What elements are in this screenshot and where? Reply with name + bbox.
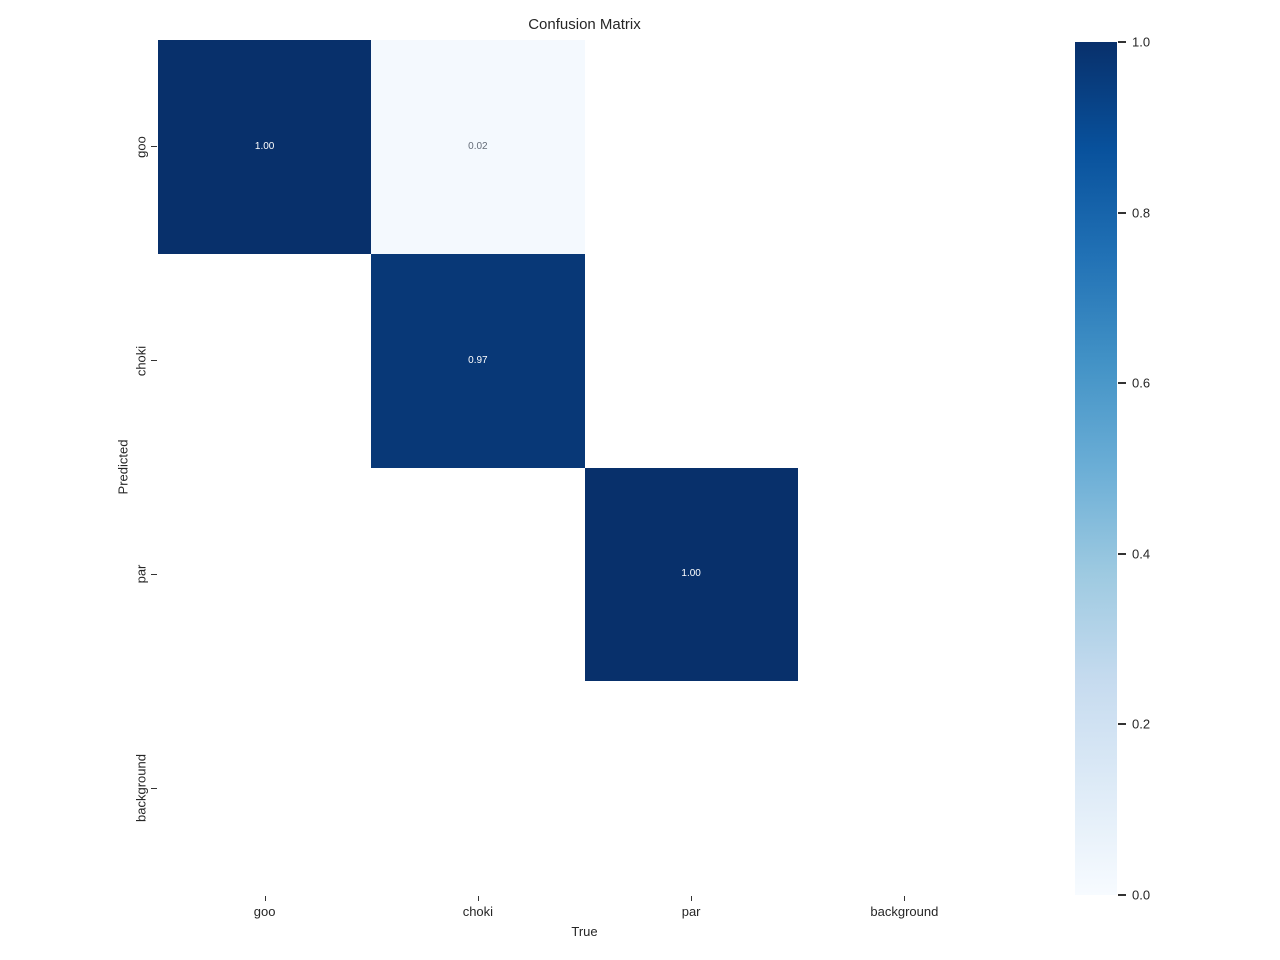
- x-tick-label-background: background: [870, 904, 939, 919]
- x-tick-label-par: par: [681, 904, 701, 919]
- heatmap-cell-choki-choki: 0.97: [371, 253, 585, 468]
- cell-annotation: 0.97: [468, 354, 488, 366]
- x-tick-mark: [691, 896, 693, 901]
- y-tick-mark: [151, 787, 157, 789]
- colorbar-tick-mark: [1118, 211, 1126, 214]
- colorbar-ticks: 1.0 0.8 0.6 0.4 0.2 0.0: [1117, 35, 1187, 903]
- colorbar-tick-mark: [1118, 723, 1126, 726]
- y-tick-mark: [151, 146, 157, 148]
- y-tick-label-background: background: [133, 754, 149, 823]
- y-axis-ticks: goo choki par background: [0, 40, 158, 895]
- y-axis-label: Predicted: [115, 439, 131, 495]
- heatmap-cell-background-background: [797, 681, 1011, 895]
- heatmap-cell-goo-goo: 1.00: [158, 40, 372, 254]
- heatmap-cell-choki-par: [584, 253, 798, 468]
- colorbar-tick-label-0.2: 0.2: [1132, 716, 1151, 732]
- heatmap-cell-background-par: [584, 681, 798, 895]
- heatmap-cell-choki-goo: [158, 253, 372, 468]
- colorbar-tick-label-1.0: 1.0: [1132, 34, 1151, 50]
- heatmap-cell-goo-par: [584, 40, 798, 254]
- x-tick-mark: [904, 896, 906, 901]
- colorbar-tick-label-0.0: 0.0: [1132, 887, 1151, 903]
- x-axis-ticks: goo choki par background: [158, 895, 1011, 929]
- x-tick-mark: [477, 896, 479, 901]
- y-tick-mark: [151, 360, 157, 362]
- y-tick-mark: [151, 573, 157, 575]
- colorbar-tick-mark: [1118, 382, 1126, 385]
- heatmap-cell-par-choki: [371, 467, 585, 682]
- heatmap-cell-goo-background: [797, 40, 1011, 254]
- x-tick-label-goo: goo: [253, 904, 276, 919]
- colorbar-tick-label-0.4: 0.4: [1132, 546, 1151, 562]
- heatmap-cell-goo-choki: 0.02: [371, 40, 585, 254]
- heatmap-cell-background-goo: [158, 681, 372, 895]
- heatmap-cell-background-choki: [371, 681, 585, 895]
- colorbar-tick-mark: [1118, 552, 1126, 555]
- heatmap-cell-par-background: [797, 467, 1011, 682]
- x-tick-mark: [264, 896, 266, 901]
- colorbar-tick-label-0.8: 0.8: [1132, 205, 1151, 221]
- chart-title: Confusion Matrix: [528, 16, 641, 33]
- x-axis-label: True: [571, 924, 598, 939]
- cell-annotation: 1.00: [681, 568, 701, 580]
- colorbar-tick-mark: [1118, 41, 1126, 43]
- cell-annotation: 0.02: [468, 140, 488, 152]
- x-tick-label-choki: choki: [462, 904, 494, 919]
- y-tick-label-goo: goo: [133, 136, 149, 158]
- colorbar-tick-mark: [1118, 894, 1126, 896]
- heatmap-cell-par-goo: [158, 467, 372, 682]
- colorbar: [1075, 42, 1117, 895]
- heatmap-cell-par-par: 1.00: [584, 467, 798, 682]
- y-tick-label-par: par: [133, 564, 149, 584]
- heatmap-grid: 1.00 0.02 0.97 1.00: [158, 40, 1011, 895]
- heatmap-cell-choki-background: [797, 253, 1011, 468]
- cell-annotation: 1.00: [254, 140, 275, 152]
- y-tick-label-choki: choki: [133, 345, 149, 376]
- colorbar-tick-label-0.6: 0.6: [1132, 375, 1151, 391]
